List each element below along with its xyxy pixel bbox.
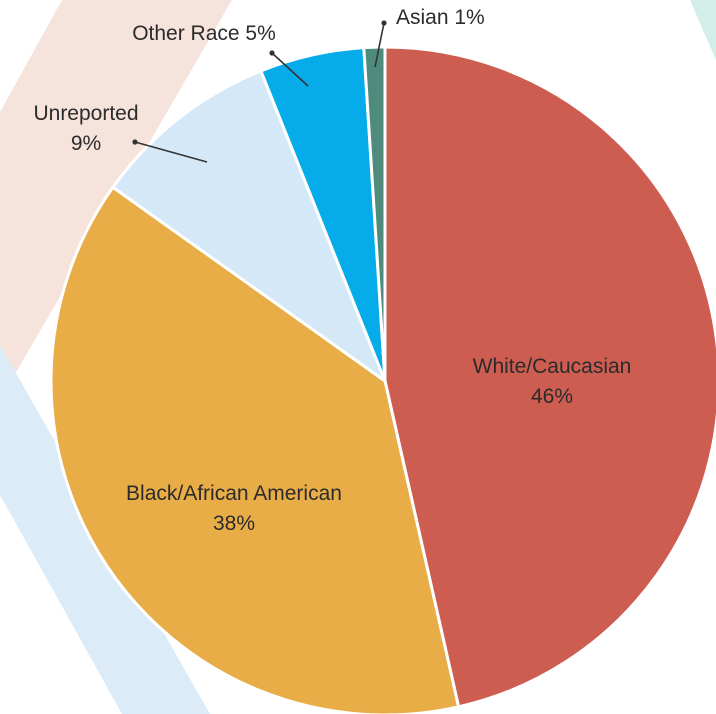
background-arc-teal [690, 0, 716, 60]
pie-label-asian: Asian 1% [396, 6, 485, 29]
pie-label-unreported-leader [134, 141, 208, 163]
pie-label-asian-leader [374, 22, 385, 68]
pie-slice-black-african-american [49, 185, 461, 714]
pie-label-other-race-leader-dot [269, 50, 275, 56]
pie-label-black-african-american-name: Black/African American [126, 482, 342, 505]
pie-label-white-caucasian-value: 46% [531, 385, 573, 408]
pie-label-other-race: Other Race 5% [132, 22, 276, 45]
pie-label-unreported-leader-dot [132, 139, 138, 145]
pie-label-asian-leader-dot [381, 20, 387, 26]
pie-slices [49, 45, 716, 714]
pie-label-other-race-leader [271, 52, 309, 87]
pie-label-unreported-value: 9% [71, 132, 101, 155]
pie-label-black-african-american-value: 38% [213, 512, 255, 535]
pie-slice-unreported [111, 69, 387, 383]
pie-slice-asian [362, 45, 387, 383]
pie-label-unreported-name: Unreported [33, 102, 138, 125]
pie-slice-white-caucasian [383, 45, 716, 709]
pie-label-white-caucasian-name: White/Caucasian [473, 355, 632, 378]
pie-labels: White/Caucasian 46% Black/African American… [33, 6, 631, 535]
